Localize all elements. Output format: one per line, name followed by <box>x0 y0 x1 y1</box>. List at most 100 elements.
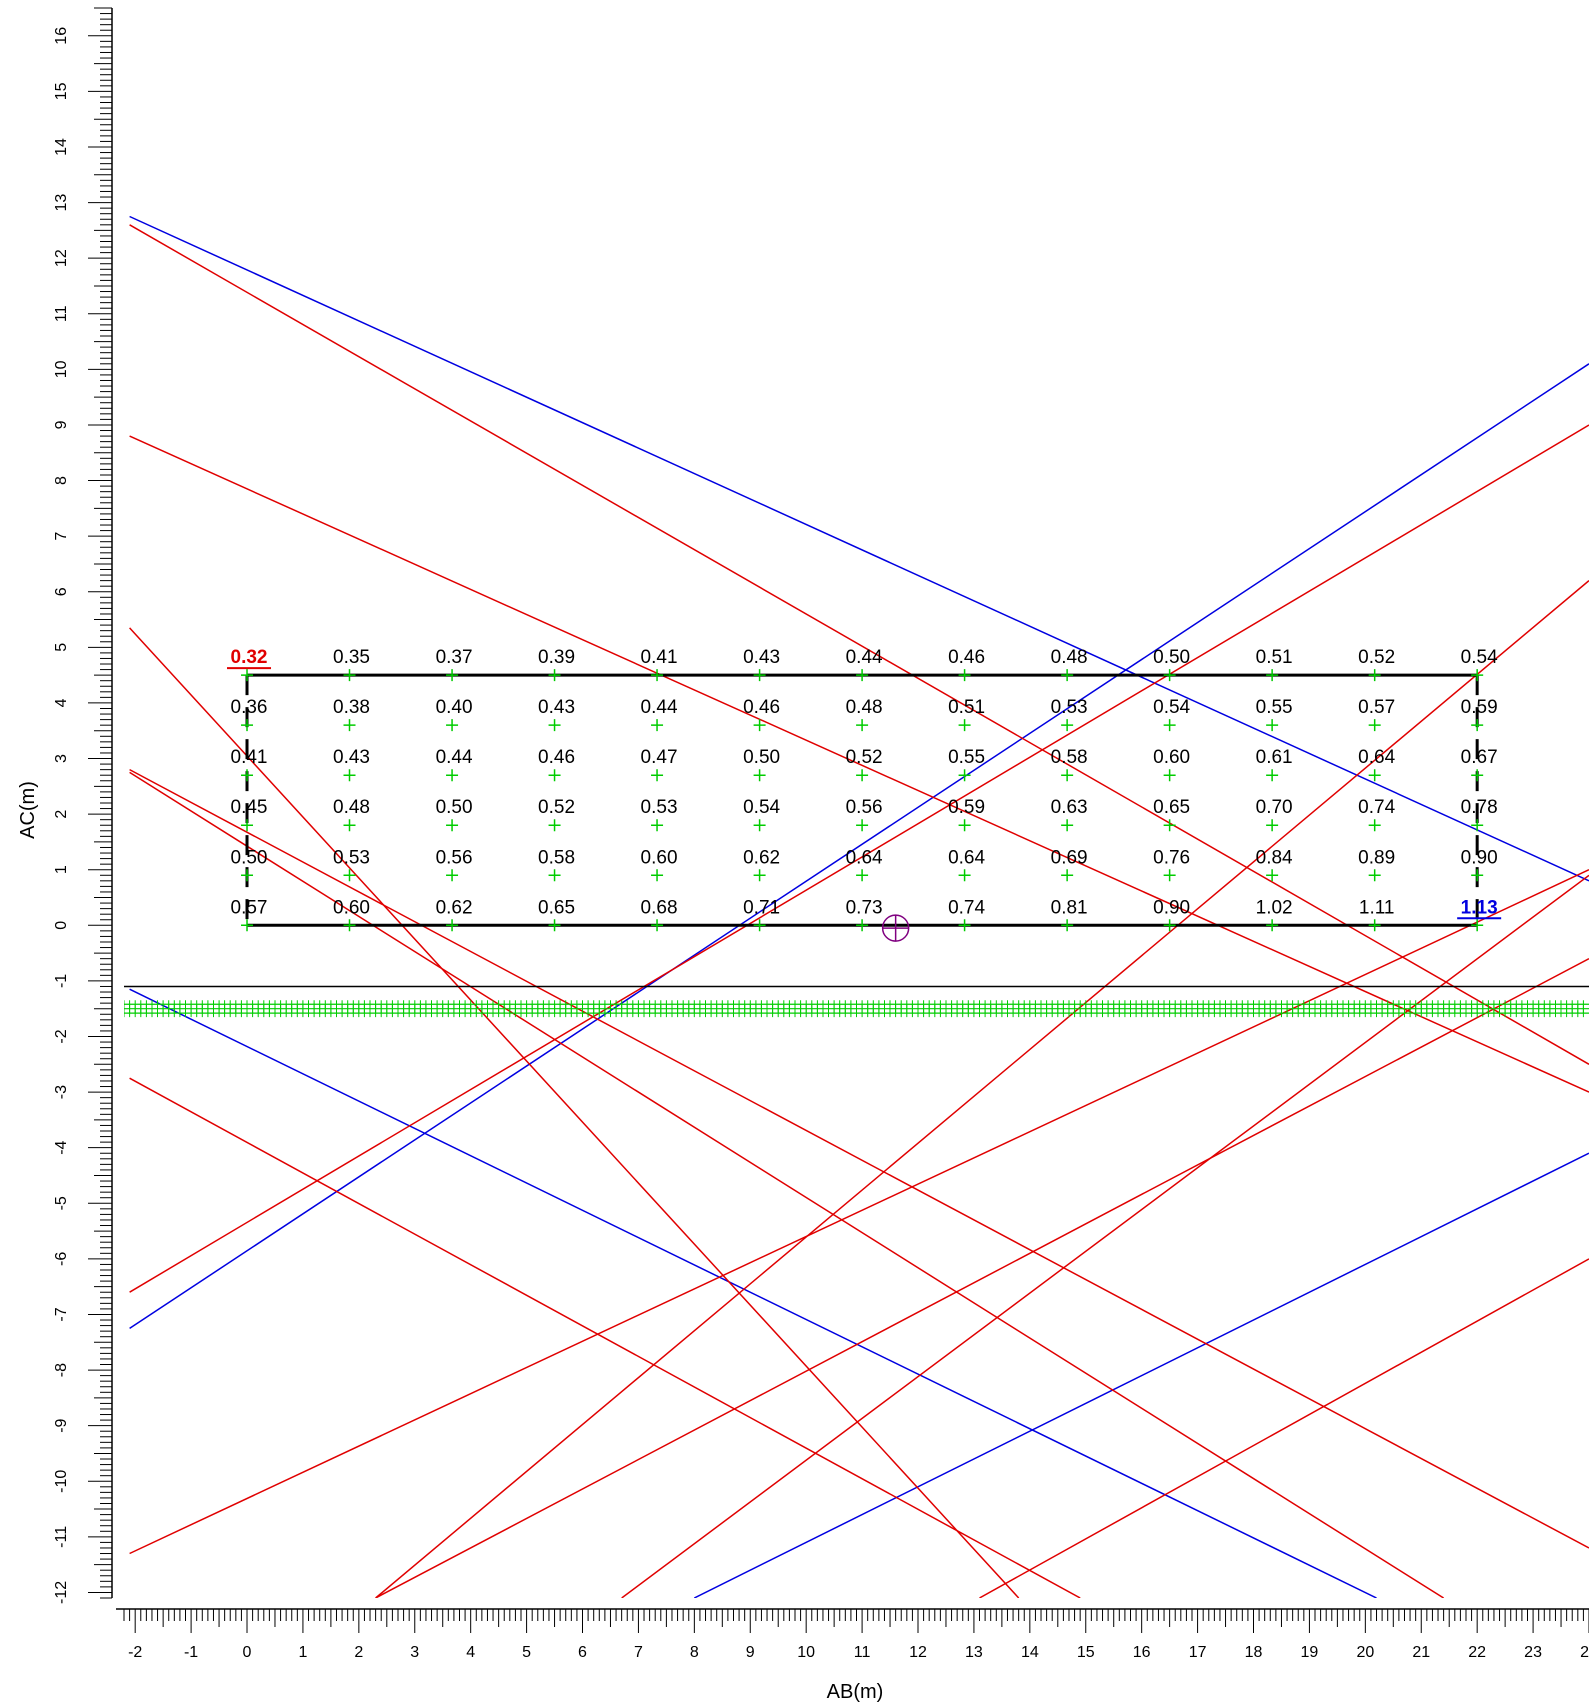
y-tick-label: -10 <box>53 1470 70 1493</box>
grid-point <box>1471 669 1484 682</box>
x-tick-label: 5 <box>522 1644 531 1661</box>
value-label: 0.74 <box>948 897 985 918</box>
series-line <box>129 1077 1081 1598</box>
x-tick-label: 4 <box>466 1644 475 1661</box>
y-tick-label: 9 <box>53 420 70 429</box>
grid-point <box>446 669 459 682</box>
y-tick-label: -12 <box>53 1581 70 1604</box>
x-tick-label: 0 <box>243 1644 252 1661</box>
y-tick-label: -8 <box>53 1363 70 1377</box>
value-label: 0.50 <box>743 747 780 768</box>
grid-point <box>1471 869 1484 882</box>
grid-point <box>1266 769 1279 782</box>
grid-point <box>1163 719 1176 732</box>
x-tick-label: 14 <box>1021 1644 1039 1661</box>
grid-point <box>1163 869 1176 882</box>
axes: -12-11-10-9-8-7-6-5-4-3-2-10123456789101… <box>53 7 1589 1661</box>
grid-point <box>1368 819 1381 832</box>
x-tick-label: 22 <box>1468 1644 1486 1661</box>
grid-point <box>1061 869 1074 882</box>
value-label: 0.50 <box>231 847 268 868</box>
y-tick-label: 16 <box>53 27 70 45</box>
grid-point <box>343 719 356 732</box>
x-tick-label: -1 <box>184 1644 198 1661</box>
grid-point <box>856 819 869 832</box>
value-label: 0.60 <box>1153 747 1190 768</box>
grid-point <box>446 919 459 932</box>
value-label: 0.44 <box>641 697 678 718</box>
grid-point <box>1471 769 1484 782</box>
grid-point <box>753 769 766 782</box>
value-label: 0.44 <box>436 747 473 768</box>
x-tick-label: 8 <box>690 1644 699 1661</box>
x-tick-label: 11 <box>854 1644 871 1661</box>
value-label: 0.53 <box>1051 697 1088 718</box>
value-label: 0.53 <box>333 847 370 868</box>
value-label: 0.48 <box>846 697 883 718</box>
x-tick-label: 20 <box>1356 1644 1374 1661</box>
value-label: 0.46 <box>743 697 780 718</box>
series-lines <box>124 215 1589 1598</box>
y-tick-label: 7 <box>53 532 70 541</box>
value-label: 0.81 <box>1051 897 1088 918</box>
value-label: 0.35 <box>333 647 370 668</box>
grid-point <box>343 669 356 682</box>
grid-point <box>651 869 664 882</box>
band-points <box>124 1004 1584 1013</box>
value-label: 0.47 <box>641 747 678 768</box>
y-tick-label: 12 <box>53 249 70 267</box>
x-tick-label: 3 <box>410 1644 419 1661</box>
grid-point <box>856 769 869 782</box>
value-label: 0.44 <box>846 647 883 668</box>
value-label: 0.45 <box>231 797 268 818</box>
value-label: 0.63 <box>1051 797 1088 818</box>
grid-point <box>241 869 254 882</box>
grid-point <box>343 869 356 882</box>
grid-point <box>1368 769 1381 782</box>
grid-point <box>753 919 766 932</box>
value-label: 0.71 <box>743 897 780 918</box>
value-label: 0.56 <box>846 797 883 818</box>
value-label: 0.90 <box>1461 847 1498 868</box>
value-label: 1.11 <box>1359 897 1395 918</box>
y-tick-label: 14 <box>53 138 70 156</box>
value-label: 0.51 <box>1256 647 1293 668</box>
y-tick-label: -1 <box>53 974 70 988</box>
value-label: 0.89 <box>1358 847 1395 868</box>
grid-point <box>856 719 869 732</box>
series-line <box>129 771 1444 1598</box>
value-label: 0.43 <box>333 747 370 768</box>
series-line <box>375 580 1589 1598</box>
x-tick-label: 10 <box>797 1644 815 1661</box>
grid-point <box>241 919 254 932</box>
y-tick-label: -11 <box>53 1526 70 1548</box>
value-label: 0.84 <box>1256 847 1293 868</box>
value-label: 0.54 <box>1153 697 1190 718</box>
grid-point <box>958 919 971 932</box>
grid-point <box>343 819 356 832</box>
value-label: 0.37 <box>436 647 473 668</box>
grid-point <box>548 769 561 782</box>
value-label: 0.64 <box>1358 747 1395 768</box>
grid-point <box>1266 919 1279 932</box>
y-tick-label: 15 <box>53 82 70 100</box>
series-line <box>129 768 1589 1549</box>
grid-point <box>1266 869 1279 882</box>
value-label: 0.57 <box>1358 697 1395 718</box>
value-label: 0.59 <box>948 797 985 818</box>
grid-points <box>241 669 1484 932</box>
grid-point <box>1471 819 1484 832</box>
value-label: 0.50 <box>1153 647 1190 668</box>
y-tick-label: -2 <box>53 1029 70 1043</box>
value-label: 0.55 <box>948 747 985 768</box>
value-label: 0.62 <box>436 897 473 918</box>
band-points <box>124 1000 1584 1009</box>
x-tick-label: 17 <box>1189 1644 1207 1661</box>
value-label: 0.43 <box>538 697 575 718</box>
value-label: 0.74 <box>1358 797 1395 818</box>
value-label: 0.41 <box>641 647 678 668</box>
grid-point <box>241 769 254 782</box>
value-label: 0.52 <box>538 797 575 818</box>
value-label: 0.70 <box>1256 797 1293 818</box>
